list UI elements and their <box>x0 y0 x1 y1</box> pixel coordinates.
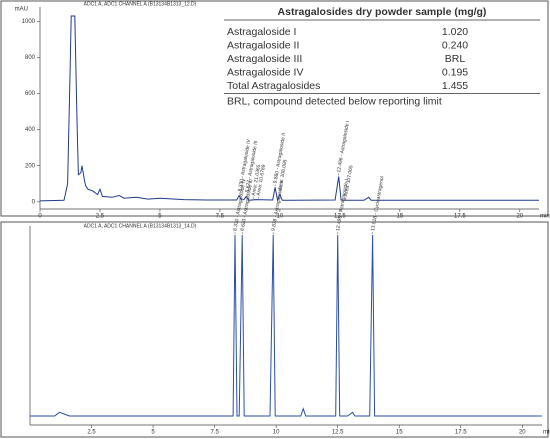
trace <box>39 15 539 202</box>
x-tick-label: 10 <box>273 430 280 436</box>
table-row-label: Astragaloside I <box>227 26 296 38</box>
x-tick-label: 20 <box>519 430 526 436</box>
x-tick-label: 12.5 <box>332 430 344 436</box>
x-tick-label: 12.5 <box>334 214 346 220</box>
table-row-value: 1.020 <box>442 26 468 38</box>
peak-annotation: Area: 107.065 <box>343 165 354 197</box>
table-row-value: 1.455 <box>442 80 468 92</box>
peak-annotation: Area: 21.0365 <box>251 164 262 196</box>
x-tick-label: 7.5 <box>210 430 219 436</box>
peak-annotation: Area: 108.095 <box>277 159 288 191</box>
table-title: Astragalosides dry powder sample (mg/g) <box>278 6 487 18</box>
table-row-label: Astragaloside IV <box>227 66 303 78</box>
x-tick-label: 7.5 <box>216 214 225 220</box>
x-tick-label: 5 <box>158 214 162 220</box>
x-tick-label: 0 <box>38 214 42 220</box>
x-tick-label: 17.5 <box>454 214 466 220</box>
panel-header: ADC1 A, ADC1 CHANNEL A (B13134B1313_12.D… <box>84 1 197 7</box>
y-tick-label: 0 <box>32 199 36 205</box>
x-axis-label: min <box>543 430 550 436</box>
x-tick-label: 15 <box>396 430 403 436</box>
x-tick-label: 15 <box>397 214 404 220</box>
y-tick-label: 200 <box>25 163 36 169</box>
peak-annotation: Area: 10.6789 <box>256 164 267 196</box>
panel-header: ADC1 A, ADC1 CHANNEL A (B13134B1313_14.D… <box>84 223 197 229</box>
y-tick-label: 600 <box>25 91 36 97</box>
trace <box>30 234 542 417</box>
table-row-label: Astragaloside II <box>227 39 299 51</box>
table-row-value: BRL <box>445 53 466 65</box>
y-tick-label: 800 <box>25 55 36 61</box>
table-row-value: 0.195 <box>442 66 468 78</box>
table-note: BRL, compound detected below reporting l… <box>227 95 442 107</box>
y-tick-label: 1000 <box>22 19 36 25</box>
panel-border <box>0 0 549 217</box>
x-tick-label: 17.5 <box>455 430 467 436</box>
table-row-label: Astragaloside III <box>227 53 302 65</box>
x-axis-label: min <box>540 214 550 220</box>
table-row-value: 0.240 <box>442 39 468 51</box>
y-axis-label: mAU <box>15 7 28 13</box>
x-tick-label: 5 <box>151 430 155 436</box>
x-tick-label: 2.5 <box>96 214 105 220</box>
x-tick-label: 10 <box>277 214 284 220</box>
y-tick-label: 400 <box>25 127 36 133</box>
x-tick-label: 2.5 <box>87 430 96 436</box>
x-tick-label: 20 <box>516 214 523 220</box>
table-row-label: Total Astragalosides <box>227 80 320 92</box>
